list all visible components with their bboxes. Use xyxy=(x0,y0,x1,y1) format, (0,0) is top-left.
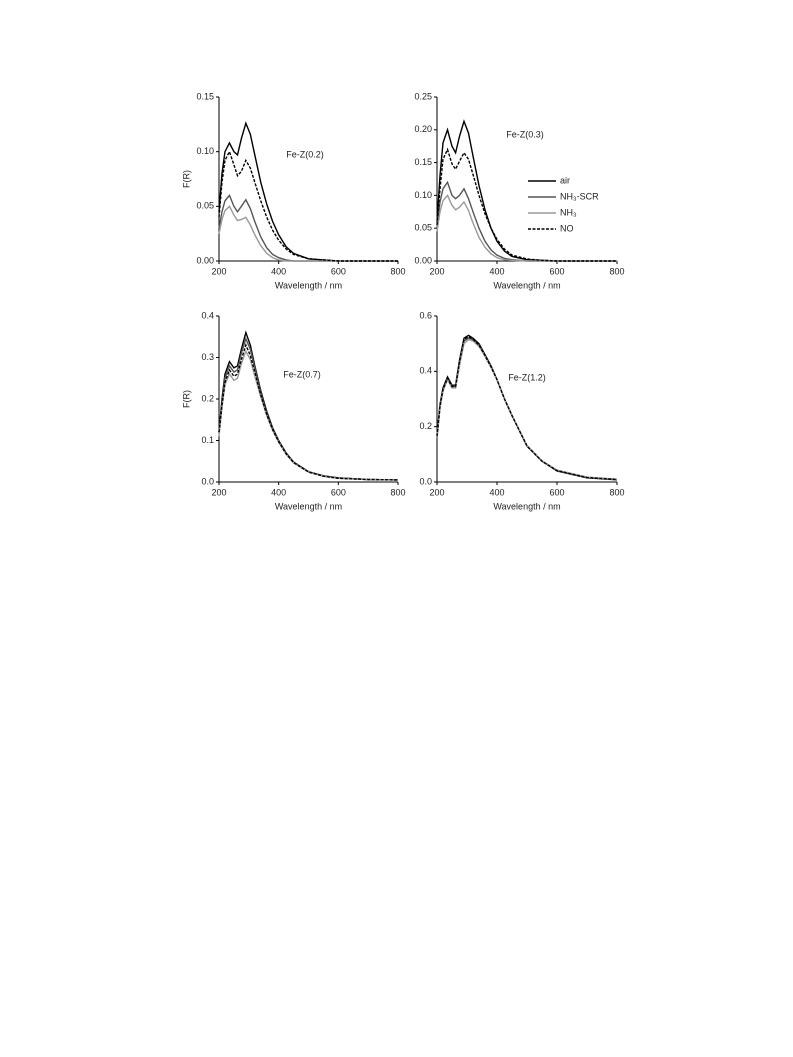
y-tick-label: 0.3 xyxy=(201,352,214,362)
y-axis-label: F(R) xyxy=(181,170,191,188)
x-tick-label: 800 xyxy=(390,487,405,497)
data-line xyxy=(436,335,618,481)
x-axis-label: Wavelength / nm xyxy=(493,280,560,290)
y-tick-label: 0.4 xyxy=(201,310,214,320)
legend-label: NH₃-SCR xyxy=(560,191,599,201)
legend-label: NH₃ xyxy=(560,207,577,217)
data-line xyxy=(218,336,399,481)
data-line xyxy=(436,147,617,262)
x-tick-label: 800 xyxy=(609,487,624,497)
x-tick-label: 200 xyxy=(211,266,226,276)
data-line xyxy=(218,121,398,262)
x-tick-label: 200 xyxy=(429,266,444,276)
y-axis-label: F(R) xyxy=(181,390,191,408)
y-tick-label: 0.2 xyxy=(419,421,432,431)
chart-title: Fe-Z(0.7) xyxy=(283,369,321,379)
legend-label: NO xyxy=(560,223,574,233)
y-tick-label: 0.15 xyxy=(196,91,214,101)
x-axis-label: Wavelength / nm xyxy=(275,501,342,511)
x-tick-label: 600 xyxy=(549,487,564,497)
x-tick-label: 200 xyxy=(211,487,226,497)
y-tick-label: 0.00 xyxy=(414,255,432,265)
x-tick-label: 400 xyxy=(271,266,286,276)
y-tick-label: 0.05 xyxy=(414,223,432,233)
x-tick-label: 600 xyxy=(331,266,346,276)
chart-title: Fe-Z(0.2) xyxy=(286,149,324,159)
y-tick-label: 0.6 xyxy=(419,310,432,320)
y-tick-label: 0.20 xyxy=(414,124,432,134)
x-tick-label: 400 xyxy=(489,487,504,497)
x-axis-label: Wavelength / nm xyxy=(493,501,560,511)
y-tick-label: 0.1 xyxy=(201,435,214,445)
y-tick-label: 0.25 xyxy=(414,91,432,101)
y-tick-label: 0.10 xyxy=(196,146,214,156)
data-line xyxy=(218,205,398,262)
y-tick-label: 0.0 xyxy=(419,476,432,486)
x-axis-label: Wavelength / nm xyxy=(275,280,342,290)
data-line xyxy=(218,194,398,262)
chart-title: Fe-Z(0.3) xyxy=(506,129,544,139)
y-tick-label: 0.2 xyxy=(201,393,214,403)
x-tick-label: 800 xyxy=(609,266,624,276)
y-tick-label: 0.0 xyxy=(201,476,214,486)
y-tick-label: 0.00 xyxy=(196,255,214,265)
y-tick-label: 0.4 xyxy=(419,366,432,376)
data-line xyxy=(436,334,618,481)
x-tick-label: 400 xyxy=(489,266,504,276)
x-tick-label: 800 xyxy=(390,266,405,276)
y-tick-label: 0.10 xyxy=(414,190,432,200)
x-tick-label: 600 xyxy=(549,266,564,276)
data-line xyxy=(218,343,399,481)
data-line xyxy=(436,337,618,481)
x-tick-label: 200 xyxy=(429,487,444,497)
y-tick-label: 0.05 xyxy=(196,201,214,211)
data-line xyxy=(436,194,617,262)
y-tick-label: 0.15 xyxy=(414,157,432,167)
chart-title: Fe-Z(1.2) xyxy=(508,372,546,382)
legend-label: air xyxy=(560,175,570,185)
data-line xyxy=(436,338,618,480)
data-line xyxy=(218,330,399,481)
data-line xyxy=(218,149,398,262)
x-tick-label: 600 xyxy=(331,487,346,497)
x-tick-label: 400 xyxy=(271,487,286,497)
